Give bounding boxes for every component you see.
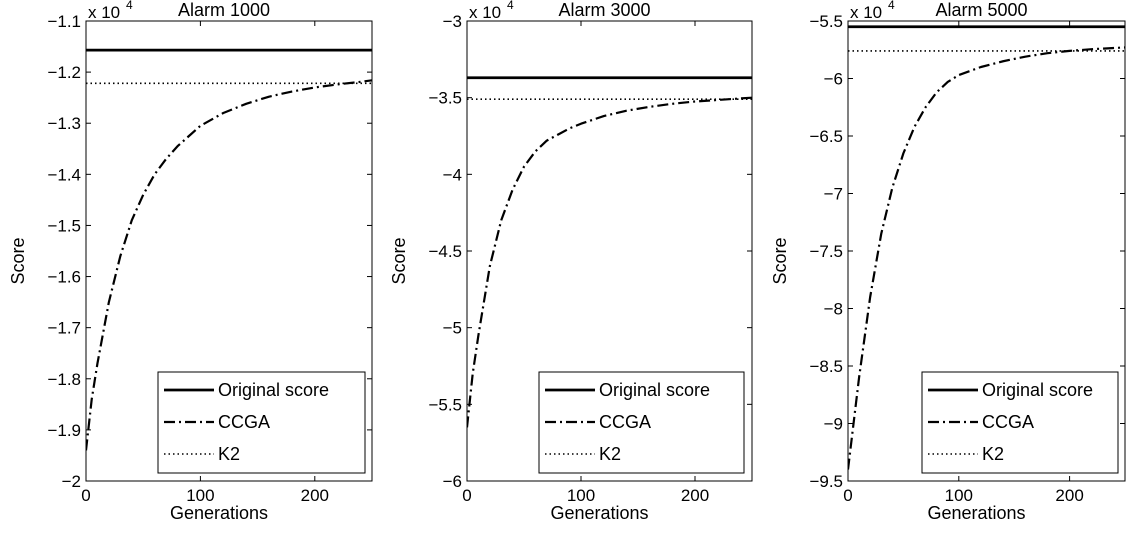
- legend-entry-label: K2: [218, 444, 240, 464]
- y-tick-label: −5.5: [809, 12, 843, 31]
- plot-area-frame: [85, 20, 373, 482]
- x-tick-label: 100: [567, 486, 595, 505]
- series-line-ccga: [467, 96, 752, 428]
- y-tick-label: −1.3: [47, 114, 81, 133]
- legend: Original score CCGA K2: [921, 371, 1119, 474]
- y-tick-label: −6: [824, 70, 843, 89]
- legend: Original score CCGA K2: [157, 371, 366, 474]
- x-tick-label: 200: [1055, 486, 1083, 505]
- y-tick-label: −1.2: [47, 63, 81, 82]
- chart-title: Alarm 3000: [558, 0, 650, 20]
- y-tick-label: −4.5: [428, 242, 462, 261]
- legend: Original score CCGA K2: [538, 371, 745, 474]
- y-multiplier-label: x 10: [88, 3, 120, 22]
- legend-entry-label: Original score: [599, 380, 710, 400]
- legend-entry-label: Original score: [982, 380, 1093, 400]
- y-tick-label: −3: [443, 12, 462, 31]
- legend-entry-label: K2: [599, 444, 621, 464]
- y-tick-label: −6.5: [809, 127, 843, 146]
- y-tick-label: −1.1: [47, 12, 81, 31]
- y-tick-label: −3.5: [428, 89, 462, 108]
- chart-panel-3: −9.5 −9 −8.5 −8 −7.5 −7 −6.5 −6 −5.5 0 100 200 Gener…: [770, 0, 1126, 523]
- legend-entry-label: CCGA: [599, 412, 651, 432]
- x-tick-label: 200: [681, 486, 709, 505]
- y-tick-label: −9.5: [809, 472, 843, 491]
- y-tick-label: −6: [443, 472, 462, 491]
- x-tick-label: 0: [843, 486, 852, 505]
- y-tick-label: −5.5: [428, 395, 462, 414]
- chart-title: Alarm 1000: [178, 0, 270, 20]
- legend-entry-label: Original score: [218, 380, 329, 400]
- x-axis-label: Generations: [927, 503, 1025, 523]
- x-tick-label: 0: [462, 486, 471, 505]
- y-tick-label: −1.9: [47, 421, 81, 440]
- y-multiplier-label: x 10: [469, 3, 501, 22]
- y-tick-label: −8: [824, 300, 843, 319]
- x-tick-label: 200: [301, 486, 329, 505]
- y-tick-label: −1.7: [47, 319, 81, 338]
- chart-panel-1: −2 −1.9 −1.8 −1.7 −1.6 −1.5 −1.4 −1.3 −1.2 −1.1 0 1…: [8, 0, 373, 523]
- y-axis-label: Score: [8, 237, 28, 284]
- y-tick-label: −2: [62, 472, 81, 491]
- y-tick-label: −1.6: [47, 268, 81, 287]
- chart-panel-2: −6 −5.5 −5 −4.5 −4 −3.5 −3 0 100 200 Generations Sc…: [389, 0, 753, 523]
- y-tick-label: −1.5: [47, 216, 81, 235]
- y-axis-label: Score: [770, 237, 790, 284]
- x-tick-label: 100: [945, 486, 973, 505]
- x-axis-label: Generations: [170, 503, 268, 523]
- y-tick-label: −9: [824, 415, 843, 434]
- x-tick-label: 100: [186, 486, 214, 505]
- x-axis-label: Generations: [550, 503, 648, 523]
- series-line-ccga: [848, 46, 1125, 470]
- y-tick-label: −1.8: [47, 370, 81, 389]
- y-multiplier-exponent: 4: [507, 0, 514, 12]
- legend-entry-label: CCGA: [218, 412, 270, 432]
- series-line-ccga: [86, 79, 372, 451]
- y-tick-label: −7: [824, 185, 843, 204]
- y-tick-label: −5: [443, 319, 462, 338]
- y-axis-label: Score: [389, 237, 409, 284]
- y-tick-label: −7.5: [809, 242, 843, 261]
- y-tick-label: −4: [443, 165, 462, 184]
- y-multiplier-exponent: 4: [126, 0, 133, 12]
- y-multiplier-exponent: 4: [888, 0, 895, 12]
- legend-entry-label: K2: [982, 444, 1004, 464]
- x-tick-label: 0: [81, 486, 90, 505]
- y-multiplier-label: x 10: [850, 3, 882, 22]
- legend-entry-label: CCGA: [982, 412, 1034, 432]
- y-tick-label: −1.4: [47, 165, 81, 184]
- y-tick-label: −8.5: [809, 357, 843, 376]
- chart-title: Alarm 5000: [935, 0, 1027, 20]
